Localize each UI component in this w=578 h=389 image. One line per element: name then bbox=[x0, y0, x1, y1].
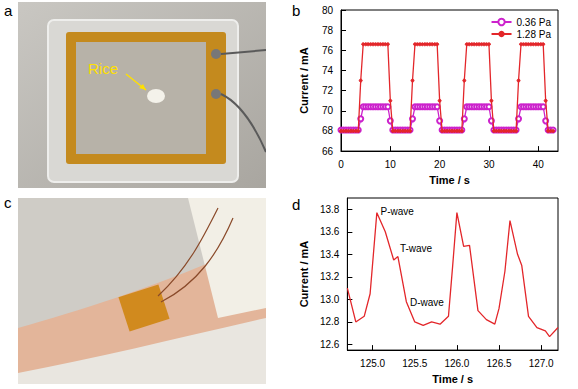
svg-text:13.4: 13.4 bbox=[320, 249, 340, 260]
svg-text:78: 78 bbox=[322, 25, 334, 36]
svg-text:Time / s: Time / s bbox=[432, 373, 473, 385]
svg-text:Time / s: Time / s bbox=[429, 174, 470, 186]
svg-text:13.6: 13.6 bbox=[320, 226, 340, 237]
html-text:a: a bbox=[4, 2, 13, 19]
svg-text:0: 0 bbox=[338, 159, 344, 170]
svg-text:P-wave: P-wave bbox=[381, 206, 415, 217]
svg-text:13.8: 13.8 bbox=[320, 204, 340, 215]
svg-text:12.8: 12.8 bbox=[320, 316, 340, 327]
svg-text:66: 66 bbox=[322, 146, 334, 157]
svg-text:30: 30 bbox=[483, 159, 495, 170]
svg-text:126.0: 126.0 bbox=[444, 358, 469, 369]
svg-text:68: 68 bbox=[322, 125, 334, 136]
svg-text:80: 80 bbox=[322, 5, 334, 16]
svg-text:1.28 Pa: 1.28 Pa bbox=[517, 29, 552, 40]
html-text:b: b bbox=[292, 2, 301, 19]
svg-text:Current / mA: Current / mA bbox=[298, 47, 310, 114]
svg-text:125.0: 125.0 bbox=[360, 358, 385, 369]
svg-text:20: 20 bbox=[434, 159, 446, 170]
svg-text:D-wave: D-wave bbox=[410, 297, 444, 308]
svg-text:13.2: 13.2 bbox=[320, 271, 340, 282]
svg-text:72: 72 bbox=[322, 85, 334, 96]
svg-text:13.0: 13.0 bbox=[320, 294, 340, 305]
html-text:c: c bbox=[4, 194, 12, 211]
svg-text:Rice: Rice bbox=[88, 60, 118, 77]
svg-text:Current / mA: Current / mA bbox=[298, 241, 310, 308]
svg-text:10: 10 bbox=[385, 159, 397, 170]
svg-text:70: 70 bbox=[322, 105, 334, 116]
svg-text:12.6: 12.6 bbox=[320, 339, 340, 350]
svg-text:127.0: 127.0 bbox=[529, 358, 554, 369]
svg-text:T-wave: T-wave bbox=[400, 243, 433, 254]
svg-text:125.5: 125.5 bbox=[402, 358, 427, 369]
html-text:d: d bbox=[292, 196, 301, 213]
svg-text:0.36 Pa: 0.36 Pa bbox=[517, 17, 552, 28]
svg-text:76: 76 bbox=[322, 45, 334, 56]
svg-text:74: 74 bbox=[322, 65, 334, 76]
svg-text:40: 40 bbox=[533, 159, 545, 170]
svg-text:126.5: 126.5 bbox=[487, 358, 512, 369]
